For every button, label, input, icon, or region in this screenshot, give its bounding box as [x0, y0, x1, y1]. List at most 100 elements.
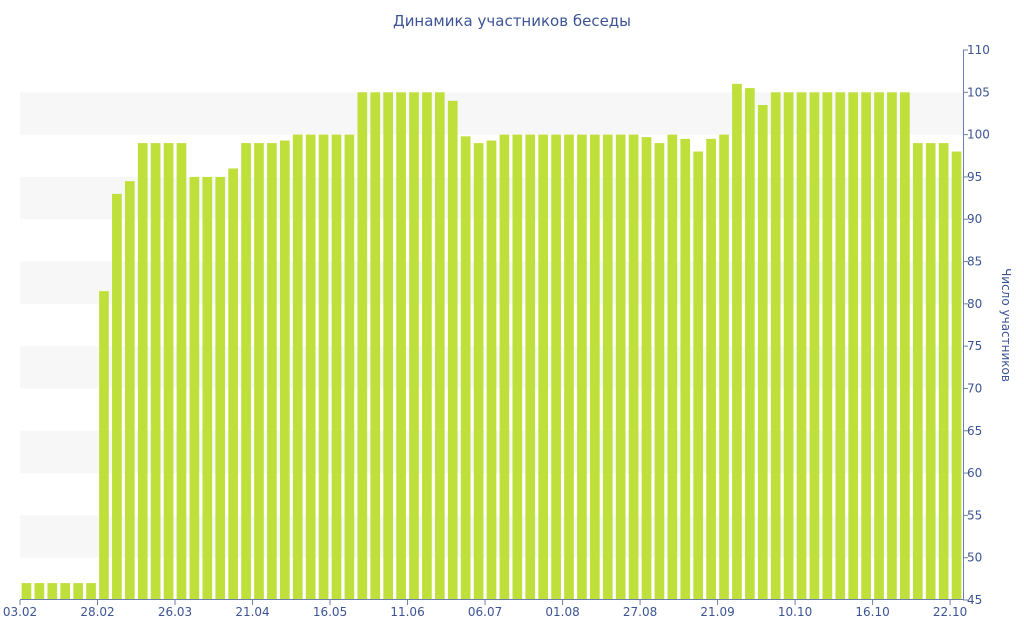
bar — [473, 143, 484, 600]
bar — [796, 92, 807, 600]
y-tick-label: 60 — [967, 466, 982, 480]
x-tick-label: 22.10 — [933, 605, 967, 619]
x-tick-label: 28.02 — [80, 605, 114, 619]
x-tick-label: 16.05 — [313, 605, 347, 619]
bar — [538, 134, 549, 600]
bar — [693, 151, 704, 601]
bar — [486, 140, 497, 601]
bar — [202, 176, 213, 601]
bar — [279, 140, 290, 601]
bar — [34, 583, 45, 600]
y-tick-label: 95 — [967, 170, 982, 184]
bar — [835, 92, 846, 600]
y-tick-label: 50 — [967, 551, 982, 565]
bar — [409, 92, 419, 600]
bar — [460, 136, 471, 600]
bar — [590, 134, 600, 600]
bar — [383, 92, 393, 600]
bar — [499, 134, 510, 600]
bar — [47, 583, 58, 600]
bar — [512, 134, 523, 600]
bar — [525, 134, 536, 600]
chart-title: Динамика участников беседы — [392, 12, 632, 30]
bar — [344, 134, 355, 600]
bar — [189, 176, 200, 601]
x-tick-label: 01.08 — [545, 605, 579, 619]
bar — [21, 583, 32, 600]
x-tick-label: 27.08 — [623, 605, 657, 619]
y-tick-label: 55 — [967, 508, 982, 522]
bar — [706, 138, 716, 600]
bar — [719, 134, 729, 600]
bar — [447, 100, 458, 601]
x-tick-label: 10.10 — [778, 605, 812, 619]
y-axis: 45 50 55 60 65 70 75 80 85 90 95 100 105 110 — [963, 43, 990, 607]
bar — [654, 143, 665, 600]
bar — [137, 143, 148, 600]
bar — [732, 83, 742, 601]
bar — [925, 143, 936, 600]
y-axis-label: Число участников — [999, 268, 1013, 382]
bar — [215, 176, 226, 601]
bar — [267, 143, 277, 600]
x-axis: 03.02 28.02 26.03 21.04 16.05 11.06 06.07 01.08… — [3, 599, 967, 619]
bar — [370, 92, 381, 600]
bar — [667, 134, 678, 600]
x-tick-label: 06.07 — [468, 605, 502, 619]
y-tick-label: 100 — [967, 128, 990, 142]
bar — [396, 92, 406, 600]
y-tick-label: 90 — [967, 212, 982, 226]
bar — [770, 92, 781, 600]
y-tick-label: 105 — [967, 85, 990, 99]
bar — [422, 92, 432, 600]
bar — [86, 583, 96, 600]
bar — [641, 137, 652, 600]
bar — [822, 92, 833, 600]
bar — [163, 143, 174, 600]
bar — [124, 181, 135, 600]
x-tick-label: 03.02 — [3, 605, 37, 619]
bar — [783, 92, 794, 600]
y-tick-label: 110 — [967, 43, 990, 57]
x-tick-label: 26.03 — [158, 605, 192, 619]
bar — [60, 583, 71, 600]
y-tick-label: 70 — [967, 381, 982, 395]
x-tick-label: 21.04 — [235, 605, 269, 619]
bar — [912, 143, 923, 600]
bar — [73, 583, 83, 600]
bar — [848, 92, 859, 600]
bar — [564, 134, 574, 600]
grid-band — [20, 92, 963, 135]
bar — [241, 143, 251, 600]
bar — [900, 92, 910, 600]
bar — [887, 92, 897, 600]
bar — [745, 88, 755, 600]
bar — [757, 105, 768, 600]
bar — [551, 134, 561, 600]
bar — [861, 92, 871, 600]
bar — [628, 134, 639, 600]
x-tick-label: 16.10 — [855, 605, 889, 619]
bar — [680, 138, 691, 600]
bar — [809, 92, 820, 600]
bar — [318, 134, 329, 600]
bars-series — [21, 83, 962, 601]
x-tick-label: 11.06 — [390, 605, 424, 619]
bar — [292, 134, 303, 600]
bar — [938, 143, 949, 600]
y-tick-label: 80 — [967, 297, 982, 311]
x-tick-label: 21.09 — [700, 605, 734, 619]
bar — [434, 92, 445, 600]
y-tick-label: 75 — [967, 339, 982, 353]
bar — [305, 134, 316, 600]
bar — [602, 134, 613, 600]
bar — [615, 134, 626, 600]
bar — [951, 151, 962, 601]
bar — [254, 143, 264, 600]
y-tick-label: 45 — [967, 593, 982, 607]
bar — [176, 143, 187, 600]
bar — [112, 193, 122, 600]
bar — [331, 134, 342, 600]
y-tick-label: 85 — [967, 255, 982, 269]
